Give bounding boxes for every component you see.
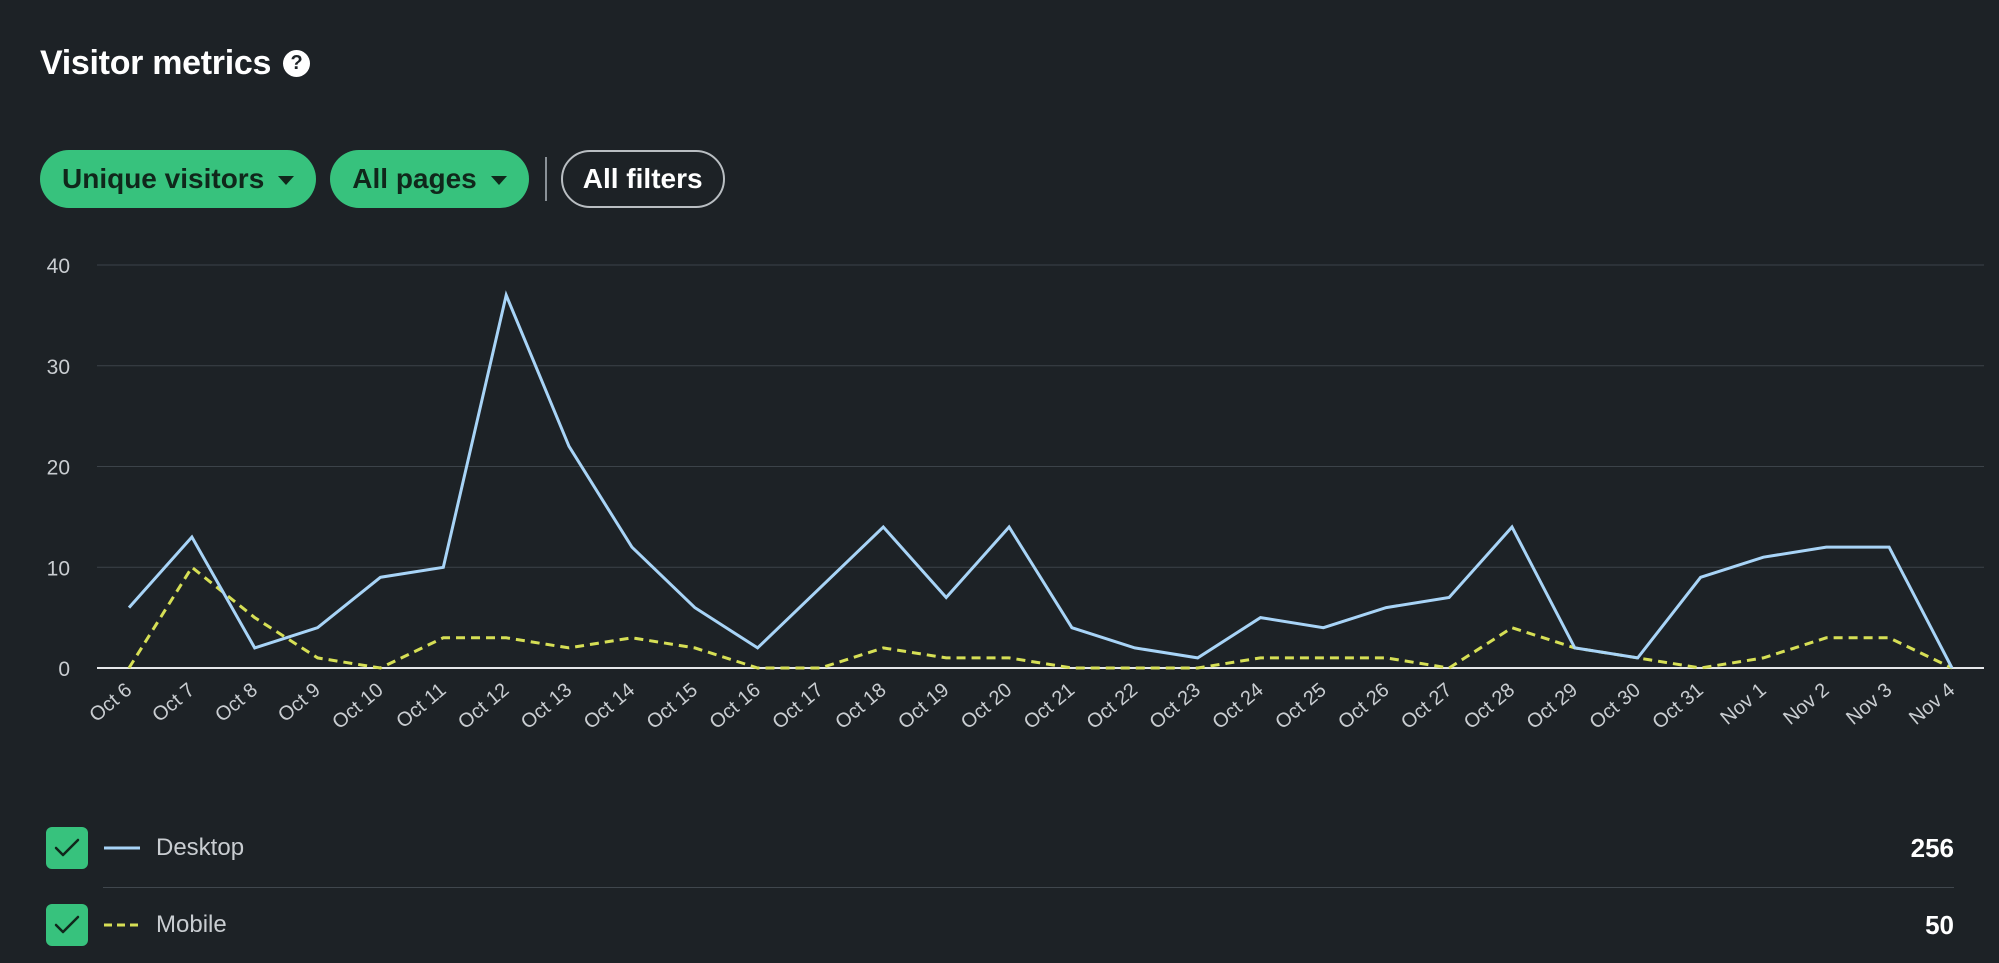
legend-item-desktop: Desktop 256 [46, 826, 1954, 870]
x-tick-label: Nov 2 [1779, 679, 1833, 729]
legend-total-desktop: 256 [1910, 832, 1954, 863]
metric-dropdown[interactable]: Unique visitors [40, 150, 317, 208]
x-tick-label: Nov 4 [1905, 679, 1959, 729]
x-tick-label: Oct 25 [1271, 679, 1330, 734]
y-tick-label: 20 [47, 457, 70, 480]
x-tick-label: Oct 11 [392, 679, 450, 733]
y-tick-label: 30 [47, 356, 70, 379]
legend-item-mobile: Mobile 50 [46, 903, 1954, 947]
y-tick-label: 40 [47, 255, 70, 278]
all-filters-button[interactable]: All filters [560, 150, 725, 208]
legend-label-desktop: Desktop [156, 834, 245, 861]
check-icon [54, 838, 80, 857]
x-tick-label: Oct 9 [274, 679, 325, 727]
x-tick-label: Oct 12 [454, 679, 513, 734]
x-tick-label: Oct 23 [1146, 679, 1205, 734]
title-row: Visitor metrics ? [40, 38, 311, 88]
x-tick-label: Oct 8 [211, 679, 262, 727]
x-tick-label: Oct 28 [1460, 679, 1519, 734]
legend-total-mobile: 50 [1925, 909, 1954, 940]
y-tick-label: 0 [58, 658, 70, 681]
y-tick-label: 10 [47, 557, 70, 580]
desktop-line-swatch [104, 846, 140, 850]
x-axis-ticks: Oct 6 Oct 7 Oct 8 Oct 9 Oct 10 Oct 11 Oct 12 Oc… [85, 679, 1959, 734]
all-filters-label: All filters [582, 163, 703, 194]
x-tick-label: Nov 3 [1842, 679, 1896, 729]
x-tick-label: Nov 1 [1716, 679, 1770, 729]
check-icon [54, 915, 80, 934]
x-tick-label: Oct 15 [643, 679, 702, 734]
x-tick-label: Oct 24 [1208, 679, 1267, 734]
x-tick-label: Oct 29 [1523, 679, 1582, 734]
help-icon[interactable]: ? [283, 49, 311, 77]
x-tick-label: Oct 27 [1397, 679, 1456, 734]
x-tick-label: Oct 26 [1334, 679, 1393, 734]
x-tick-label: Oct 21 [1020, 679, 1079, 734]
filter-bar: Unique visitors All pages All filters [40, 150, 725, 208]
x-tick-label: Oct 7 [148, 679, 199, 727]
x-tick-label: Oct 22 [1083, 679, 1142, 734]
filter-divider [544, 157, 547, 201]
series-line-mobile [127, 565, 1953, 670]
page-title: Visitor metrics [40, 43, 272, 82]
series-lines [127, 290, 1954, 670]
x-tick-label: Oct 13 [517, 679, 576, 734]
x-tick-label: Oct 31 [1648, 679, 1707, 734]
grid-lines [97, 264, 1984, 669]
legend-label-mobile: Mobile [156, 911, 227, 938]
x-tick-label: Oct 14 [580, 679, 639, 734]
mobile-checkbox[interactable] [46, 904, 88, 946]
x-tick-label: Oct 20 [957, 679, 1016, 734]
x-tick-label: Oct 30 [1586, 679, 1645, 734]
caret-down-icon [278, 176, 295, 185]
y-axis-ticks: 0 10 20 30 40 [47, 255, 70, 681]
x-tick-label: Oct 17 [768, 679, 827, 734]
desktop-checkbox[interactable] [46, 827, 88, 869]
x-tick-label: Oct 6 [85, 679, 136, 727]
caret-down-icon [490, 176, 507, 185]
x-tick-label: Oct 10 [328, 679, 387, 734]
legend-divider [103, 887, 1954, 888]
mobile-line-swatch [104, 923, 140, 927]
x-tick-label: Oct 16 [706, 679, 765, 734]
x-tick-label: Oct 19 [894, 679, 953, 734]
x-tick-label: Oct 18 [831, 679, 890, 734]
metric-dropdown-label: Unique visitors [62, 163, 265, 194]
pages-dropdown[interactable]: All pages [330, 150, 529, 208]
series-line-desktop [127, 290, 1954, 669]
pages-dropdown-label: All pages [352, 163, 477, 194]
